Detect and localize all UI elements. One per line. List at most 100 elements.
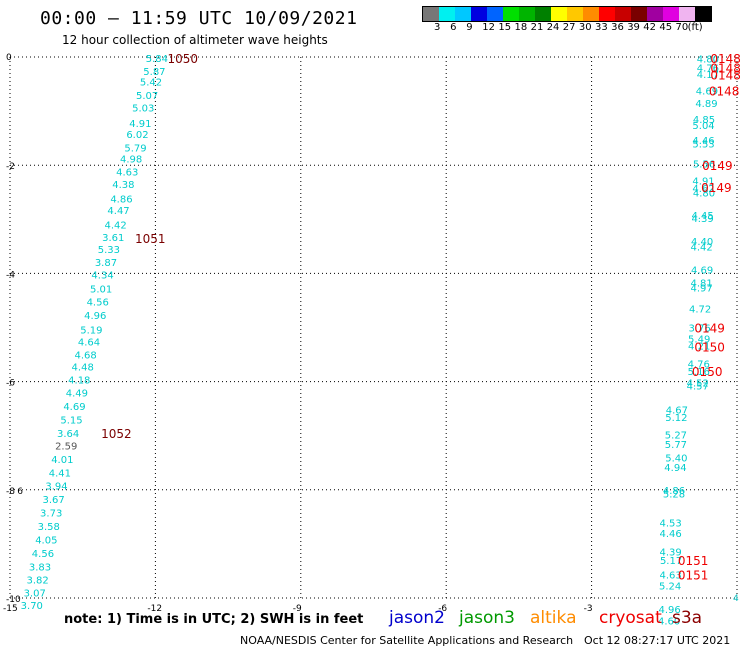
wave-height-label: 4.34 [91,270,113,281]
x-tick-label: -15 [3,604,18,614]
scale-label: 3 [434,22,441,33]
wave-height-label: 3.58 [38,522,60,533]
time-label: 0151 [678,554,709,568]
wave-height-label: 4.38 [112,180,134,191]
wave-height-color-scale [422,6,712,22]
scale-label: 36 [611,22,624,33]
wave-height-label: 3.94 [45,481,67,492]
wave-height-label: 4.76 [697,63,719,74]
wave-height-label: 4.91 [129,119,151,130]
wave-height-label: 4.67 [666,406,688,417]
wave-height-label: 5.12 [665,413,687,424]
wave-height-label: 4.96 [658,605,680,616]
wave-height-label: 3.61 [102,233,124,244]
scale-label: 30 [578,22,592,33]
wave-height-label: 3.83 [29,563,51,574]
wave-height-label: 5.03 [132,103,154,114]
wave-height-label: 3.64 [57,429,79,440]
wave-height-label: 3.70 [21,601,43,612]
time-label: 0150 [694,340,725,354]
scale-swatch [439,7,455,21]
wave-height-label: 5.15 [60,415,82,426]
wave-height-label: 4.18 [68,375,90,386]
y-tick-label: -8 [6,487,15,497]
wave-height-label: 4.96 [84,311,106,322]
y-tick-label: 0 [6,53,12,63]
wave-height-label: 4.52 [687,379,709,390]
x-tick-label: -12 [147,604,162,614]
x-tick-label: -9 [293,604,302,614]
scale-swatch [551,7,567,21]
wave-height-label: 5.04 [692,121,714,132]
wave-height-label: 4.39 [659,547,681,558]
wave-height-label: 4.05 [35,536,57,547]
wave-height-label: 4.46 [692,136,714,147]
chart-subtitle: 12 hour collection of altimeter wave hei… [62,33,328,47]
scale-label: 39 [627,22,640,33]
wave-height-label: 5.56 [693,160,715,171]
x-tick-label: -6 [438,604,447,614]
wave-height-label: 5.28 [663,490,685,501]
time-label: 0149 [702,159,733,173]
scale-swatch [503,7,519,21]
scale-swatch [487,7,503,21]
time-label: 0148 [710,61,740,75]
wave-height-label: 6.02 [126,130,148,141]
wave-height-label: 4.69 [691,266,713,277]
wave-height-label: 5.01 [90,285,112,296]
wave-height-label: 4.42 [105,221,127,232]
wave-height-label: 3.87 [95,258,117,269]
wave-height-label: 4.89 [695,99,717,110]
wave-height-label: 4.21 [688,341,710,352]
wave-height-label: 2.59 [55,441,77,452]
wave-height-label: 4.69 [63,402,85,413]
wave-height-label: 3.76 [689,324,711,335]
scale-swatch [471,7,487,21]
wave-height-label: 5.27 [665,431,687,442]
wave-height-label: 5.87 [143,67,165,78]
scale-swatch [615,7,631,21]
wave-height-label: 4.49 [66,388,88,399]
wave-height-label: 4.01 [51,455,73,466]
scale-swatch [663,7,679,21]
wave-height-label: 5.84 [146,54,168,65]
legend-jason2: jason2 [389,608,445,628]
time-label: 1050 [168,52,199,66]
scale-label: 15 [498,22,512,33]
wave-height-label: 4.60 [658,617,680,628]
time-label: 1051 [135,232,166,246]
scale-swatch [567,7,583,21]
wave-height-label: 4.45 [691,211,713,222]
scale-label: 33 [595,22,608,33]
wave-height-label: 4.47 [107,206,129,217]
scale-label: (ft) [687,22,703,33]
wave-height-label: 3.82 [26,576,48,587]
wave-height-label: 4.39 [691,214,713,225]
scale-label: 24 [546,22,560,33]
scale-swatch [599,7,615,21]
wave-height-label: 4.80 [697,55,719,66]
wave-height-label: 4.76 [688,360,710,371]
scale-swatch [519,7,535,21]
wave-height-label: 4.64 [78,338,100,349]
wave-height-label: 4.62 [692,184,714,195]
wave-height-label: 4.46 [659,529,681,540]
wave-height-label: 4.42 [690,242,712,253]
y-tick-label: -4 [6,270,15,280]
scale-swatch [679,7,695,21]
wave-height-label: 5.79 [124,143,146,154]
wave-height-label: 4.56 [32,549,54,560]
legend-s3a: s3a [672,608,703,628]
scale-label: 45 [659,22,673,33]
wave-height-label: 4.53 [659,518,681,529]
right-edge-label: 4 [733,594,739,604]
wave-height-label: 5.16 [688,367,710,378]
wave-height-label: 4.41 [49,468,71,479]
wave-height-label: 5.42 [140,77,162,88]
wave-height-label: 5.77 [665,440,687,451]
wave-height-label: 5.17 [660,556,682,567]
wave-height-label: 5.07 [136,91,158,102]
scale-swatch [423,7,439,21]
